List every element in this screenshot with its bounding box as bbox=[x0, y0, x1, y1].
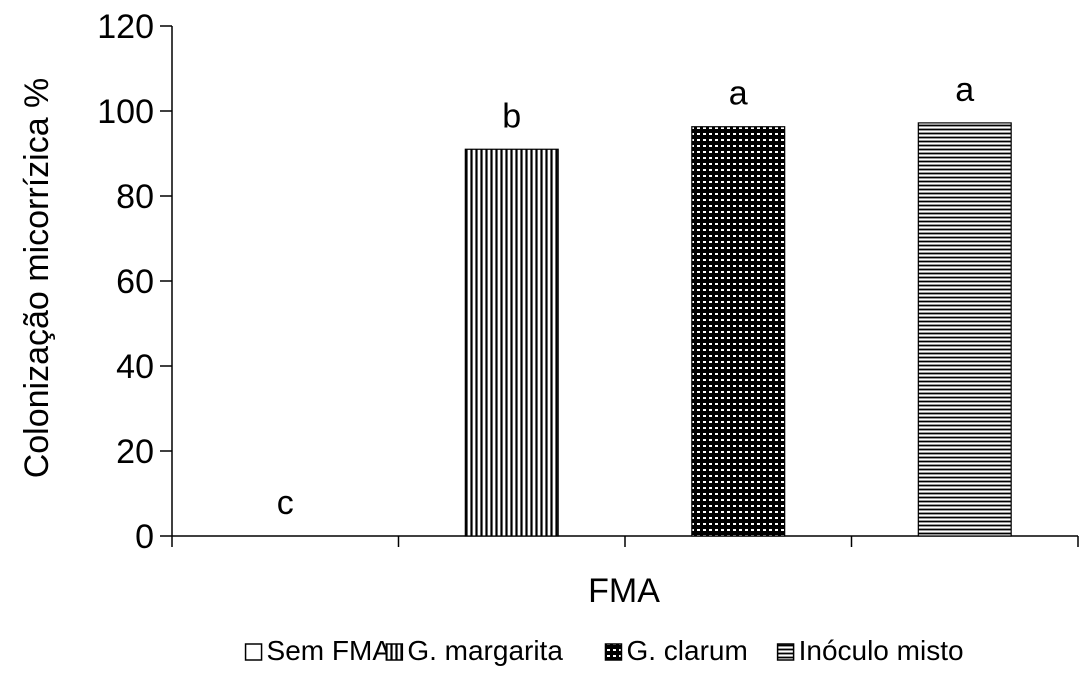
legend-swatch-0 bbox=[244, 643, 263, 661]
bar-letter-label: a bbox=[729, 75, 748, 113]
bar-3 bbox=[917, 122, 1012, 537]
y-axis-label: Colonização micorrízica % bbox=[18, 78, 56, 479]
y-tick-label: 0 bbox=[135, 518, 154, 556]
bar-2 bbox=[691, 126, 786, 537]
x-axis-label: FMA bbox=[588, 572, 660, 610]
y-tick-label: 80 bbox=[116, 178, 154, 216]
plot-area: 0 20 40 60 80 100 120 c b a a bbox=[97, 8, 1079, 556]
legend-label-2: G. clarum bbox=[626, 635, 747, 666]
legend: Sem FMA G. margarita G. clarum Inóculo mist… bbox=[244, 635, 964, 666]
bar-letter-label: c bbox=[277, 484, 294, 522]
legend-label-1: G. margarita bbox=[407, 635, 563, 666]
legend-swatch-1 bbox=[385, 643, 404, 661]
legend-label-3: Inóculo misto bbox=[799, 635, 964, 666]
y-tick-label: 20 bbox=[116, 433, 154, 471]
legend-swatch-3 bbox=[776, 643, 795, 661]
y-tick-label: 40 bbox=[116, 348, 154, 386]
y-tick-label: 100 bbox=[97, 93, 154, 131]
legend-label-0: Sem FMA bbox=[267, 635, 392, 666]
bar-letter-label: b bbox=[502, 97, 521, 135]
y-tick-label: 120 bbox=[97, 8, 154, 46]
bar-letter-label: a bbox=[955, 71, 974, 109]
y-tick-label: 60 bbox=[116, 263, 154, 301]
legend-swatch-2 bbox=[604, 643, 623, 661]
bar-1 bbox=[464, 148, 559, 537]
